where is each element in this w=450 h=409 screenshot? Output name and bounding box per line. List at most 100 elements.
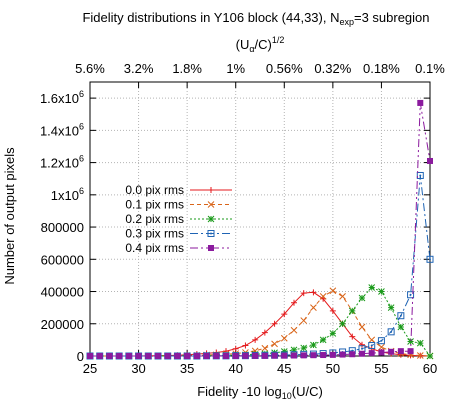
chart-title-sub: exp [339,17,354,27]
data-point [319,293,327,300]
data-point [300,344,308,352]
data-point [397,312,405,320]
data-point [116,353,123,359]
data-point [155,353,161,359]
data-point [416,171,424,179]
data-point [310,341,317,349]
data-point [387,328,395,336]
data-point [281,311,288,318]
data-point [300,290,307,297]
data-point [280,348,288,355]
series-4 [87,99,433,359]
data-point [387,304,395,312]
top-axis-label-open: (U [236,37,250,52]
data-point [426,352,434,360]
legend-label: 0.0 pix rms [125,183,184,197]
data-point [416,339,424,347]
x-tick-label: 40 [228,361,242,376]
data-point [232,353,239,359]
data-point [388,348,395,355]
data-point [290,326,298,334]
data-point [291,352,297,359]
y-tick-label: 600000 [41,252,84,267]
data-point [223,353,229,359]
data-point-dot [419,174,422,177]
data-point [339,351,346,358]
data-point [281,352,288,359]
data-point [358,294,366,302]
data-point [378,343,385,351]
data-point [407,291,415,299]
data-point-dot [429,258,431,261]
data-point [271,340,278,348]
top-tick-label: 0.1% [415,61,445,76]
data-point [213,353,220,359]
data-point [377,337,385,345]
data-point-dot [351,349,354,352]
data-point [378,349,385,356]
data-point [271,320,278,327]
data-point [417,99,424,106]
data-point [407,348,414,355]
legend-marker [207,230,215,237]
y-tick-label: 400000 [41,285,84,300]
grid [90,82,430,356]
data-point [252,352,259,359]
data-point-dot [370,344,373,347]
top-tick-label: 1.8% [172,61,202,76]
data-point [135,353,142,359]
data-point [310,304,317,312]
data-point [203,353,210,359]
x-tick-label: 60 [423,361,437,376]
legend-label: 0.2 pix rms [125,212,184,226]
data-point [290,346,298,354]
top-axis-label-sup: 1/2 [272,35,285,45]
data-point [291,299,297,306]
x-tick-label: 55 [374,361,388,376]
data-point [329,351,336,358]
x-tick-label: 25 [83,361,97,376]
series-line [90,102,431,357]
legend-marker-dot [210,232,212,235]
y-tick-label: 1.4x106 [40,121,84,138]
data-point-dot [380,339,383,342]
data-point [329,330,337,337]
data-point [329,307,336,314]
x-axis-label-tail: (U/C) [292,384,323,399]
x-tick-label: 35 [180,361,194,376]
x-axis-label-main: Fidelity -10 log [197,384,282,399]
data-point [397,348,404,355]
data-point-dot [399,314,402,317]
y-tick-label: 1x106 [51,186,84,203]
series-line [90,175,431,357]
data-point [145,353,152,359]
data-point [193,353,200,359]
top-tick-label: 3.2% [124,61,154,76]
data-point-dot [390,330,393,333]
data-point [300,352,307,359]
data-point [329,287,337,295]
chart-title-tail: =3 subregion [354,10,430,25]
data-point [280,334,288,342]
legend-marker [207,215,215,223]
data-point [106,353,113,359]
data-point [427,157,433,164]
data-point [252,336,259,343]
chart-title-main: Fidelity distributions in Y106 block (44… [82,10,339,25]
data-point [407,338,414,345]
data-point [349,351,356,358]
legend-marker [207,201,215,208]
legend-label: 0.1 pix rms [125,198,184,212]
data-point [368,342,376,350]
x-tick-label: 45 [277,361,291,376]
data-point [397,323,405,331]
data-point [261,344,269,352]
data-point [349,333,356,340]
legend-marker [208,245,214,251]
top-tick-label: 5.6% [75,61,105,76]
data-point [426,255,434,263]
top-axis-label-sub: α [249,44,254,54]
x-tick-label: 30 [131,361,145,376]
